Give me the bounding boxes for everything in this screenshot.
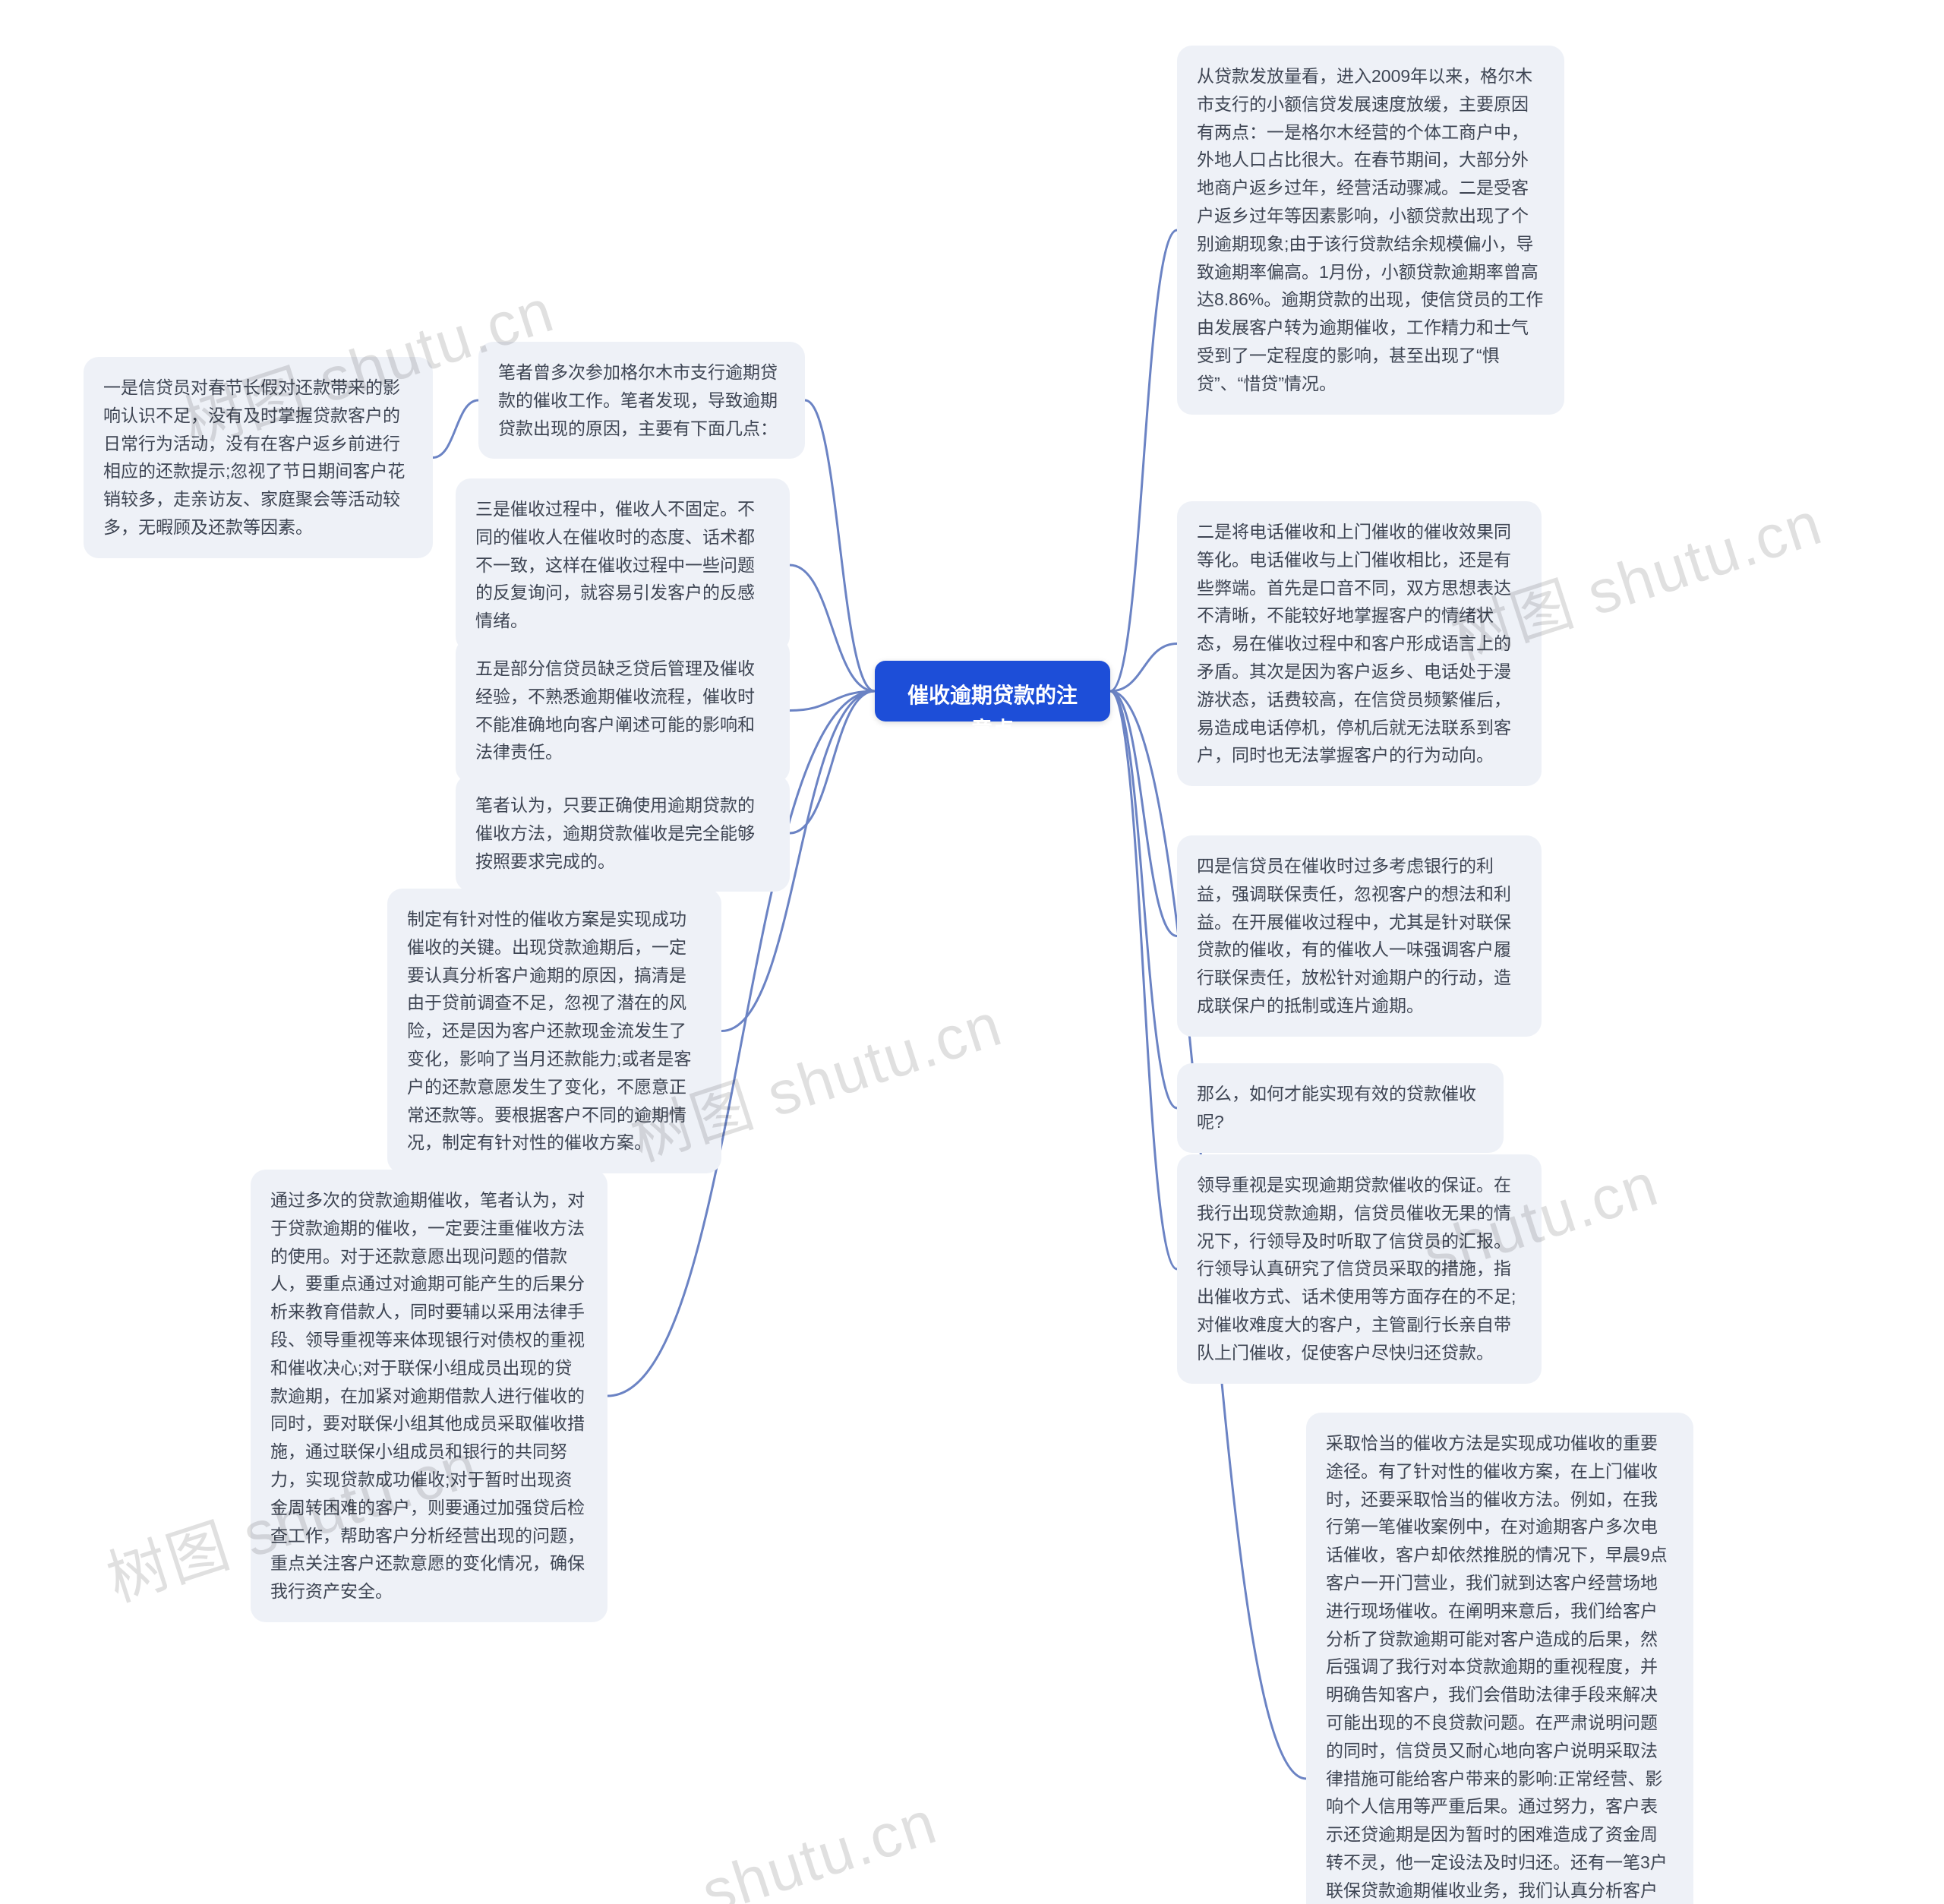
mindmap-node[interactable]: 制定有针对性的催收方案是实现成功催收的关键。出现贷款逾期后，一定要认真分析客户逾…: [387, 889, 721, 1173]
watermark: shutu.cn: [694, 1787, 945, 1904]
center-node[interactable]: 催收逾期贷款的注意点: [875, 661, 1110, 721]
edge: [790, 565, 875, 691]
mindmap-node[interactable]: 那么，如何才能实现有效的贷款催收呢?: [1177, 1063, 1504, 1153]
mindmap-node[interactable]: 一是信贷员对春节长假对还款带来的影响认识不足，没有及时掌握贷款客户的日常行为活动…: [84, 357, 433, 558]
mindmap-node[interactable]: 通过多次的贷款逾期催收，笔者认为，对于贷款逾期的催收，一定要注重催收方法的使用。…: [251, 1170, 608, 1622]
edge: [790, 691, 875, 833]
mindmap-node[interactable]: 四是信贷员在催收时过多考虑银行的利益，强调联保责任，忽视客户的想法和利益。在开展…: [1177, 835, 1542, 1037]
edge: [1110, 691, 1177, 1108]
edge: [805, 400, 875, 691]
mindmap-node[interactable]: 领导重视是实现逾期贷款催收的保证。在我行出现贷款逾期，信贷员催收无果的情况下，行…: [1177, 1154, 1542, 1384]
mindmap-node[interactable]: 二是将电话催收和上门催收的催收效果同等化。电话催收与上门催收相比，还是有些弊端。…: [1177, 501, 1542, 786]
edge: [790, 691, 875, 711]
mindmap-node[interactable]: 笔者认为，只要正确使用逾期贷款的催收方法，逾期贷款催收是完全能够按照要求完成的。: [456, 775, 790, 892]
edge: [1110, 691, 1177, 936]
mindmap-node[interactable]: 五是部分信贷员缺乏贷后管理及催收经验，不熟悉逾期催收流程，催收时不能准确地向客户…: [456, 638, 790, 783]
mindmap-node[interactable]: 笔者曾多次参加格尔木市支行逾期贷款的催收工作。笔者发现，导致逾期贷款出现的原因，…: [478, 342, 805, 459]
mindmap-node[interactable]: 从贷款发放量看，进入2009年以来，格尔木市支行的小额信贷发展速度放缓，主要原因…: [1177, 46, 1564, 415]
mindmap-node[interactable]: 三是催收过程中，催收人不固定。不同的催收人在催收时的态度、话术都不一致，这样在催…: [456, 478, 790, 652]
edge: [1110, 691, 1177, 1269]
edge: [1110, 230, 1177, 691]
edge: [1110, 644, 1177, 692]
mindmap-canvas: 催收逾期贷款的注意点 从贷款发放量看，进入2009年以来，格尔木市支行的小额信贷发…: [0, 0, 1944, 1904]
edge: [433, 400, 478, 458]
mindmap-node[interactable]: 采取恰当的催收方法是实现成功催收的重要途径。有了针对性的催收方案，在上门催收时，…: [1306, 1413, 1693, 1904]
